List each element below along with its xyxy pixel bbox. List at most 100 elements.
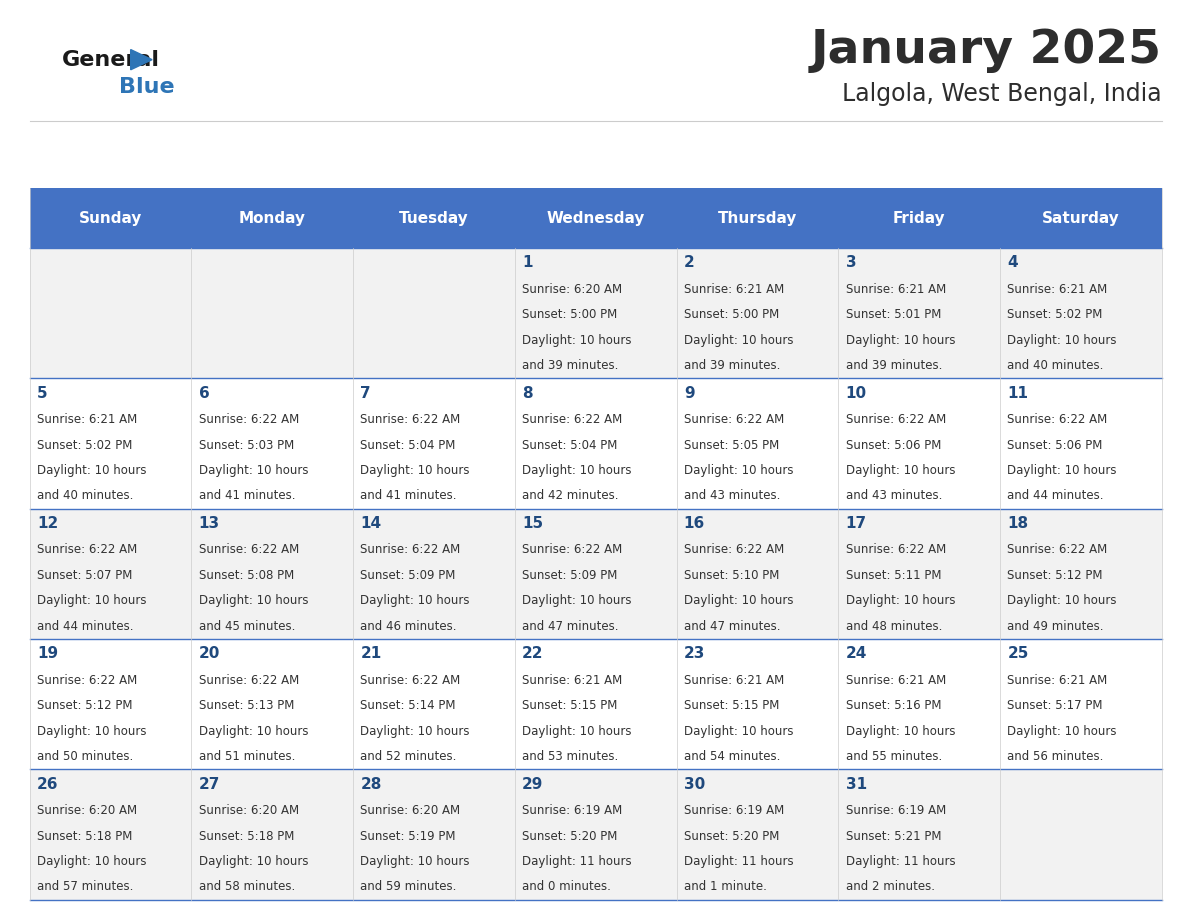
Text: Lalgola, West Bengal, India: Lalgola, West Bengal, India <box>842 82 1162 106</box>
Text: Daylight: 10 hours: Daylight: 10 hours <box>522 594 632 608</box>
Text: Sunset: 5:14 PM: Sunset: 5:14 PM <box>360 700 456 712</box>
Text: 18: 18 <box>1007 516 1029 531</box>
Text: Sunrise: 6:21 AM: Sunrise: 6:21 AM <box>522 674 623 687</box>
Text: Daylight: 11 hours: Daylight: 11 hours <box>522 855 632 868</box>
Bar <box>30 248 191 378</box>
Text: and 2 minutes.: and 2 minutes. <box>846 880 935 893</box>
Text: Sunset: 5:12 PM: Sunset: 5:12 PM <box>1007 569 1102 582</box>
Text: Sunrise: 6:20 AM: Sunrise: 6:20 AM <box>522 283 623 296</box>
Text: Sunrise: 6:22 AM: Sunrise: 6:22 AM <box>846 413 946 426</box>
Bar <box>191 378 353 509</box>
Text: Saturday: Saturday <box>1042 210 1120 226</box>
Bar <box>514 509 677 639</box>
Text: Sunset: 5:09 PM: Sunset: 5:09 PM <box>522 569 618 582</box>
Text: Sunset: 5:20 PM: Sunset: 5:20 PM <box>684 830 779 843</box>
Text: Sunset: 5:08 PM: Sunset: 5:08 PM <box>198 569 293 582</box>
Text: Daylight: 10 hours: Daylight: 10 hours <box>198 594 308 608</box>
Text: Daylight: 10 hours: Daylight: 10 hours <box>684 464 794 477</box>
Text: Daylight: 10 hours: Daylight: 10 hours <box>360 464 469 477</box>
Bar <box>191 188 353 248</box>
Text: 23: 23 <box>684 646 706 661</box>
Text: Sunrise: 6:19 AM: Sunrise: 6:19 AM <box>522 804 623 817</box>
Text: and 56 minutes.: and 56 minutes. <box>1007 750 1104 763</box>
Text: 9: 9 <box>684 386 695 400</box>
Text: Daylight: 10 hours: Daylight: 10 hours <box>846 464 955 477</box>
Text: Sunset: 5:16 PM: Sunset: 5:16 PM <box>846 700 941 712</box>
Text: Sunrise: 6:21 AM: Sunrise: 6:21 AM <box>1007 283 1107 296</box>
Text: Sunrise: 6:21 AM: Sunrise: 6:21 AM <box>684 674 784 687</box>
Bar <box>514 769 677 900</box>
Text: Sunset: 5:18 PM: Sunset: 5:18 PM <box>37 830 132 843</box>
Text: Daylight: 10 hours: Daylight: 10 hours <box>360 724 469 738</box>
Text: and 1 minute.: and 1 minute. <box>684 880 766 893</box>
Text: and 0 minutes.: and 0 minutes. <box>522 880 611 893</box>
Text: General: General <box>62 50 159 70</box>
Bar <box>677 769 839 900</box>
Bar <box>1000 639 1162 769</box>
Text: 3: 3 <box>846 255 857 270</box>
Text: and 39 minutes.: and 39 minutes. <box>846 359 942 372</box>
Text: Sunset: 5:00 PM: Sunset: 5:00 PM <box>522 308 618 321</box>
Text: Sunset: 5:17 PM: Sunset: 5:17 PM <box>1007 700 1102 712</box>
Text: and 54 minutes.: and 54 minutes. <box>684 750 781 763</box>
Bar <box>30 188 191 248</box>
Text: 27: 27 <box>198 777 220 791</box>
Text: Daylight: 10 hours: Daylight: 10 hours <box>198 724 308 738</box>
Text: Daylight: 10 hours: Daylight: 10 hours <box>522 464 632 477</box>
Text: Daylight: 11 hours: Daylight: 11 hours <box>684 855 794 868</box>
Text: Sunrise: 6:22 AM: Sunrise: 6:22 AM <box>198 413 299 426</box>
Text: Sunrise: 6:22 AM: Sunrise: 6:22 AM <box>198 543 299 556</box>
Text: Daylight: 10 hours: Daylight: 10 hours <box>37 855 146 868</box>
Text: Sunrise: 6:22 AM: Sunrise: 6:22 AM <box>198 674 299 687</box>
Text: Sunrise: 6:22 AM: Sunrise: 6:22 AM <box>684 413 784 426</box>
Bar <box>514 188 677 248</box>
Text: Daylight: 10 hours: Daylight: 10 hours <box>37 594 146 608</box>
Text: Daylight: 10 hours: Daylight: 10 hours <box>1007 464 1117 477</box>
Text: and 39 minutes.: and 39 minutes. <box>522 359 619 372</box>
Text: Thursday: Thursday <box>718 210 797 226</box>
Bar <box>353 188 514 248</box>
Text: 10: 10 <box>846 386 866 400</box>
Text: Daylight: 10 hours: Daylight: 10 hours <box>360 594 469 608</box>
Bar <box>191 769 353 900</box>
Text: Daylight: 10 hours: Daylight: 10 hours <box>684 333 794 347</box>
Text: Daylight: 10 hours: Daylight: 10 hours <box>360 855 469 868</box>
Bar <box>30 639 191 769</box>
Text: Sunset: 5:04 PM: Sunset: 5:04 PM <box>360 439 456 452</box>
Text: and 49 minutes.: and 49 minutes. <box>1007 620 1104 633</box>
Bar <box>30 769 191 900</box>
Text: Sunrise: 6:22 AM: Sunrise: 6:22 AM <box>37 674 137 687</box>
Text: Sunrise: 6:22 AM: Sunrise: 6:22 AM <box>360 674 461 687</box>
Text: and 39 minutes.: and 39 minutes. <box>684 359 781 372</box>
Text: Sunset: 5:02 PM: Sunset: 5:02 PM <box>1007 308 1102 321</box>
Text: Sunset: 5:06 PM: Sunset: 5:06 PM <box>846 439 941 452</box>
Text: Sunset: 5:15 PM: Sunset: 5:15 PM <box>684 700 779 712</box>
Text: 20: 20 <box>198 646 220 661</box>
Text: Daylight: 10 hours: Daylight: 10 hours <box>522 333 632 347</box>
Text: Daylight: 10 hours: Daylight: 10 hours <box>198 464 308 477</box>
Text: Sunset: 5:19 PM: Sunset: 5:19 PM <box>360 830 456 843</box>
Bar <box>839 509 1000 639</box>
Bar <box>839 248 1000 378</box>
Text: Sunrise: 6:22 AM: Sunrise: 6:22 AM <box>522 413 623 426</box>
Text: and 46 minutes.: and 46 minutes. <box>360 620 457 633</box>
Text: Daylight: 10 hours: Daylight: 10 hours <box>37 724 146 738</box>
Text: Sunrise: 6:22 AM: Sunrise: 6:22 AM <box>37 543 137 556</box>
Bar <box>30 509 191 639</box>
Text: Wednesday: Wednesday <box>546 210 645 226</box>
Bar <box>353 769 514 900</box>
Text: 31: 31 <box>846 777 866 791</box>
Text: Sunrise: 6:19 AM: Sunrise: 6:19 AM <box>684 804 784 817</box>
Text: January 2025: January 2025 <box>811 28 1162 73</box>
Text: 30: 30 <box>684 777 704 791</box>
Text: and 57 minutes.: and 57 minutes. <box>37 880 133 893</box>
Bar <box>839 639 1000 769</box>
Text: 6: 6 <box>198 386 209 400</box>
Text: Sunset: 5:12 PM: Sunset: 5:12 PM <box>37 700 132 712</box>
Text: and 41 minutes.: and 41 minutes. <box>360 489 457 502</box>
Text: Sunrise: 6:22 AM: Sunrise: 6:22 AM <box>684 543 784 556</box>
Text: and 52 minutes.: and 52 minutes. <box>360 750 456 763</box>
Text: 13: 13 <box>198 516 220 531</box>
Text: Sunset: 5:18 PM: Sunset: 5:18 PM <box>198 830 293 843</box>
Text: Daylight: 10 hours: Daylight: 10 hours <box>1007 594 1117 608</box>
